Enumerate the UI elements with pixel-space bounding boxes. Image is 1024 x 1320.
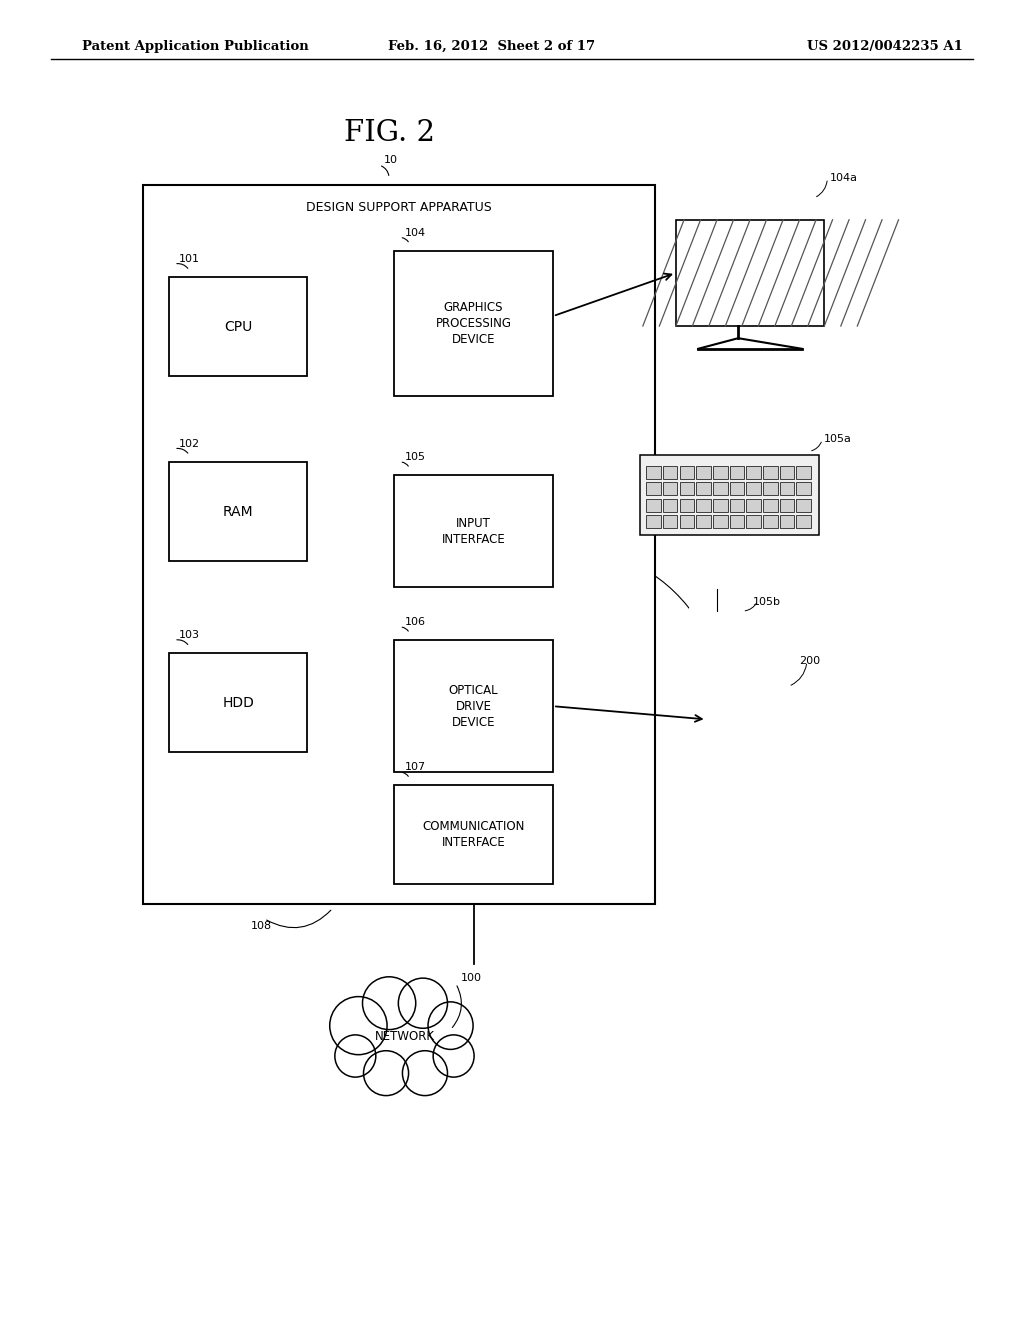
Text: INPUT
INTERFACE: INPUT INTERFACE <box>441 517 506 545</box>
Bar <box>696 483 711 495</box>
Bar <box>169 653 307 752</box>
Ellipse shape <box>364 1051 409 1096</box>
Bar <box>696 516 711 528</box>
Bar <box>713 499 727 512</box>
Text: US 2012/0042235 A1: US 2012/0042235 A1 <box>807 40 963 53</box>
Bar <box>394 251 553 396</box>
Bar <box>696 499 711 512</box>
Bar <box>169 462 307 561</box>
Text: 107: 107 <box>404 762 426 772</box>
Text: 105: 105 <box>404 451 426 462</box>
Bar <box>797 483 811 495</box>
Text: 200: 200 <box>799 656 820 667</box>
Text: Patent Application Publication: Patent Application Publication <box>82 40 308 53</box>
Bar <box>797 466 811 479</box>
Bar <box>680 483 694 495</box>
Ellipse shape <box>362 977 416 1030</box>
Ellipse shape <box>433 1035 474 1077</box>
Ellipse shape <box>428 1002 473 1049</box>
Bar <box>646 466 660 479</box>
Text: 103: 103 <box>179 630 201 640</box>
Bar <box>646 516 660 528</box>
Text: GRAPHICS
PROCESSING
DEVICE: GRAPHICS PROCESSING DEVICE <box>435 301 512 346</box>
Text: COMMUNICATION
INTERFACE: COMMUNICATION INTERFACE <box>423 821 524 849</box>
Text: NETWORK: NETWORK <box>375 1030 434 1043</box>
Bar <box>680 516 694 528</box>
Bar <box>779 483 795 495</box>
Bar <box>746 466 761 479</box>
Ellipse shape <box>698 680 817 759</box>
Bar <box>797 516 811 528</box>
Bar <box>763 483 777 495</box>
Bar <box>729 516 744 528</box>
Text: 106: 106 <box>404 616 426 627</box>
Ellipse shape <box>688 586 744 649</box>
Bar <box>663 483 678 495</box>
Bar <box>779 499 795 512</box>
Bar <box>729 499 744 512</box>
Text: HDD: HDD <box>222 696 254 710</box>
Bar <box>394 640 553 772</box>
Bar <box>696 466 711 479</box>
Text: FIG. 2: FIG. 2 <box>344 119 434 147</box>
Ellipse shape <box>402 1051 447 1096</box>
Bar <box>746 499 761 512</box>
Bar <box>746 516 761 528</box>
Ellipse shape <box>335 1035 376 1077</box>
Bar <box>646 483 660 495</box>
Bar <box>713 466 727 479</box>
Bar <box>640 455 819 535</box>
Bar <box>763 466 777 479</box>
Bar <box>746 483 761 495</box>
Text: 10: 10 <box>384 154 398 165</box>
Bar <box>797 499 811 512</box>
Bar <box>680 499 694 512</box>
Bar <box>713 483 727 495</box>
Bar <box>713 516 727 528</box>
Text: 104a: 104a <box>829 173 857 183</box>
Bar <box>646 499 660 512</box>
Ellipse shape <box>330 997 387 1055</box>
Bar <box>729 483 744 495</box>
Bar <box>169 277 307 376</box>
Bar <box>394 785 553 884</box>
Bar <box>779 466 795 479</box>
Text: Feb. 16, 2012  Sheet 2 of 17: Feb. 16, 2012 Sheet 2 of 17 <box>388 40 595 53</box>
Bar <box>663 499 678 512</box>
Bar <box>680 466 694 479</box>
Text: 102: 102 <box>179 438 201 449</box>
Bar <box>676 219 824 326</box>
Ellipse shape <box>398 978 447 1028</box>
Text: DESIGN SUPPORT APPARATUS: DESIGN SUPPORT APPARATUS <box>306 201 493 214</box>
Text: 105a: 105a <box>824 434 852 445</box>
Bar <box>663 466 678 479</box>
Text: RAM: RAM <box>223 504 253 519</box>
Text: OPTICAL
DRIVE
DEVICE: OPTICAL DRIVE DEVICE <box>449 684 499 729</box>
Bar <box>763 499 777 512</box>
Bar <box>663 516 678 528</box>
Ellipse shape <box>743 710 772 729</box>
Text: 104: 104 <box>404 227 426 238</box>
Text: 101: 101 <box>179 253 201 264</box>
Text: CPU: CPU <box>224 319 252 334</box>
Text: 100: 100 <box>461 973 482 983</box>
Text: 105b: 105b <box>753 597 780 607</box>
Bar <box>143 185 655 904</box>
Bar <box>763 516 777 528</box>
Text: 108: 108 <box>251 921 272 932</box>
Bar <box>729 466 744 479</box>
Bar <box>394 475 553 587</box>
Bar <box>779 516 795 528</box>
